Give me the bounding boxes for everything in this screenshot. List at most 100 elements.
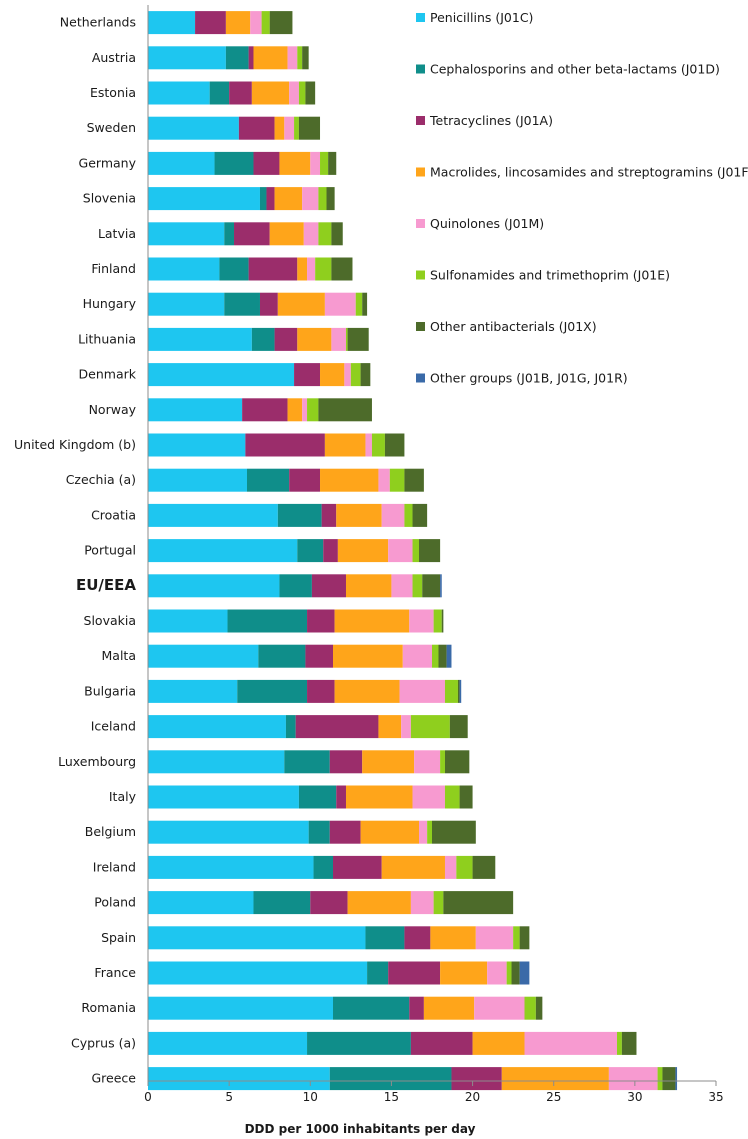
bar-segment (444, 855, 457, 879)
legend-label: Tetracyclines (J01A) (429, 113, 553, 128)
x-tick-label: 5 (225, 1090, 233, 1104)
bar-segment (253, 151, 280, 175)
bar-segment (475, 926, 514, 950)
bar-segment (305, 644, 334, 668)
bar-segment (334, 679, 400, 703)
bar-segment (360, 363, 371, 387)
bar-segment (432, 644, 439, 668)
bar-segment (608, 1067, 658, 1091)
bar-segment (274, 187, 303, 211)
bar-segment (225, 46, 249, 70)
bar-segment (251, 327, 275, 351)
bar-segment (310, 151, 321, 175)
bar-segment (303, 222, 319, 246)
category-label: Germany (79, 155, 137, 170)
bar-segment (365, 433, 372, 457)
bar-segment (148, 820, 309, 844)
bar-segment (224, 292, 260, 316)
bar-segment (444, 679, 458, 703)
x-tick-label: 0 (144, 1090, 152, 1104)
bar-segment (289, 468, 321, 492)
bar-segment (511, 961, 520, 985)
category-label: Austria (92, 50, 136, 65)
bar-segment (345, 327, 348, 351)
bar-segment (242, 398, 288, 422)
bar-segment (148, 574, 280, 598)
bar-segment (148, 891, 254, 915)
bar-segment (148, 222, 225, 246)
category-label: Bulgaria (84, 683, 136, 698)
category-label: Malta (102, 648, 136, 663)
bar-segment (148, 1031, 308, 1055)
x-tick-label: 35 (708, 1090, 723, 1104)
bar-segment (320, 151, 329, 175)
bar-segment (419, 820, 428, 844)
x-tick-label: 30 (627, 1090, 642, 1104)
legend-label: Cephalosporins and other beta-lactams (J… (430, 62, 720, 77)
bar-segment (384, 433, 405, 457)
bar-segment (323, 539, 338, 563)
bar-segment (412, 574, 423, 598)
bar-segment (344, 363, 351, 387)
bar-segment (331, 222, 343, 246)
bar-segment (355, 292, 363, 316)
bar-segment (148, 539, 298, 563)
bar-segment (617, 1031, 622, 1055)
bar-segment (148, 81, 210, 105)
bar-segment (401, 715, 411, 739)
bar-segment (513, 926, 520, 950)
bar-segment (259, 187, 267, 211)
category-label: Slovakia (84, 613, 136, 628)
bar-segment (266, 187, 275, 211)
bar-segment (148, 116, 239, 140)
bar-segment (148, 327, 252, 351)
bar-segment (459, 679, 462, 703)
bar-segment (333, 855, 382, 879)
bar-segment (388, 961, 441, 985)
legend-swatch (416, 116, 425, 125)
bar-segment (367, 961, 389, 985)
bar-segment (438, 644, 447, 668)
bar-segment (381, 503, 405, 527)
bar-segment (297, 46, 303, 70)
legend-swatch (416, 64, 425, 74)
bar-segment (245, 433, 325, 457)
bar-segment (307, 679, 335, 703)
bar-segment (148, 363, 295, 387)
bar-segment (302, 46, 309, 70)
bar-segment (662, 1067, 676, 1091)
bar-segment (378, 715, 402, 739)
bar-segment (345, 574, 392, 598)
bar-segment (148, 855, 314, 879)
bar-segment (285, 715, 296, 739)
bar-segment (297, 539, 324, 563)
bar-segment (298, 81, 306, 105)
bar-segment (440, 961, 488, 985)
bar-segment (279, 574, 312, 598)
bar-segment (148, 46, 226, 70)
category-label: Poland (94, 895, 136, 910)
bar-segment (427, 820, 432, 844)
category-label: Sweden (87, 120, 136, 135)
bar-segment (440, 750, 445, 774)
bar-segment (336, 785, 346, 809)
bar-segment (331, 257, 353, 281)
legend-swatch (416, 270, 425, 280)
bar-segment (307, 257, 316, 281)
bar-segment (307, 398, 319, 422)
bar-segment (347, 891, 411, 915)
bar-segment (334, 609, 410, 633)
category-label: Belgium (85, 824, 136, 839)
bar-segment (277, 292, 325, 316)
category-label: Denmark (79, 367, 137, 382)
bar-segment (362, 750, 415, 774)
bar-segment (148, 715, 286, 739)
bar-segment (214, 151, 254, 175)
category-label: Croatia (91, 507, 136, 522)
category-label: Luxembourg (58, 754, 136, 769)
bar-segment (258, 644, 306, 668)
bar-segment (329, 820, 361, 844)
bar-segment (237, 679, 308, 703)
bar-segment (227, 609, 308, 633)
bar-segment (148, 398, 243, 422)
